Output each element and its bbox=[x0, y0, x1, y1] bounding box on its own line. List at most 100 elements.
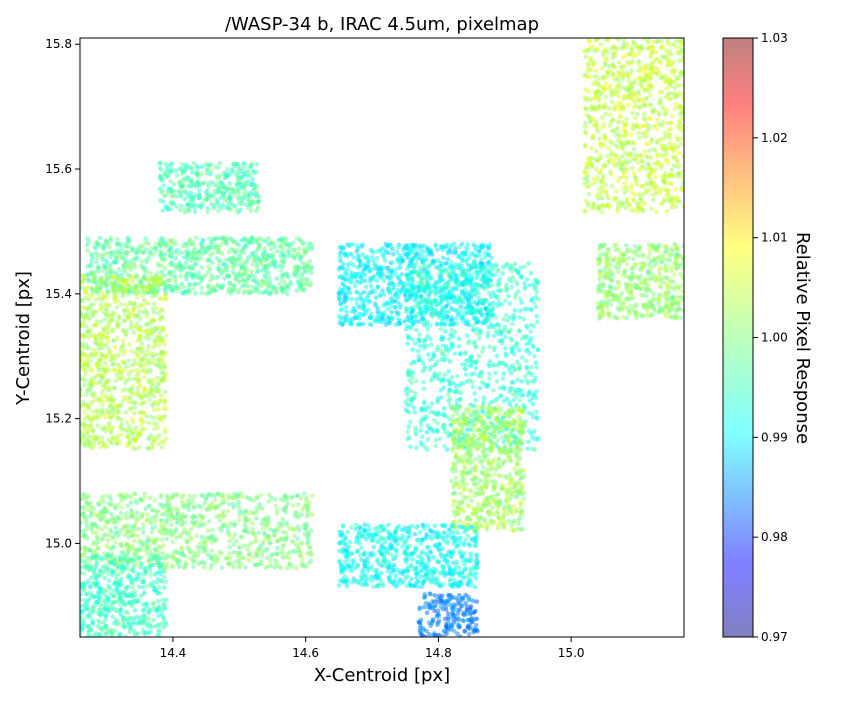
data-point bbox=[460, 316, 465, 321]
data-point bbox=[246, 543, 251, 549]
data-point bbox=[221, 235, 226, 241]
data-point bbox=[533, 304, 539, 310]
data-point bbox=[137, 382, 143, 388]
data-point bbox=[295, 274, 301, 279]
data-point bbox=[132, 361, 138, 367]
data-point bbox=[137, 547, 143, 553]
data-point bbox=[309, 528, 314, 533]
data-point bbox=[173, 168, 179, 173]
data-point bbox=[118, 510, 124, 516]
data-point bbox=[90, 272, 96, 277]
data-point bbox=[119, 432, 124, 438]
data-point bbox=[119, 417, 124, 423]
data-point bbox=[131, 376, 137, 382]
data-point bbox=[145, 300, 151, 306]
data-point bbox=[82, 409, 87, 415]
data-point bbox=[190, 286, 195, 292]
data-point bbox=[229, 495, 235, 500]
data-point bbox=[341, 246, 346, 251]
data-point bbox=[415, 348, 421, 354]
data-point bbox=[156, 343, 162, 348]
data-point bbox=[250, 177, 255, 182]
data-point bbox=[121, 308, 127, 313]
data-point bbox=[159, 338, 165, 343]
data-point bbox=[294, 236, 300, 241]
data-point bbox=[419, 293, 424, 299]
data-point bbox=[80, 388, 83, 393]
data-point bbox=[224, 236, 230, 242]
data-point bbox=[407, 296, 413, 301]
data-point bbox=[391, 251, 396, 257]
data-point bbox=[159, 393, 164, 398]
data-point bbox=[290, 247, 296, 253]
data-point bbox=[97, 379, 103, 384]
data-point bbox=[284, 291, 290, 297]
data-point bbox=[227, 538, 232, 544]
data-point bbox=[485, 382, 491, 387]
data-point bbox=[204, 246, 210, 251]
data-point bbox=[298, 238, 304, 244]
data-point bbox=[148, 369, 153, 375]
data-point bbox=[148, 277, 154, 283]
data-point bbox=[162, 364, 168, 370]
data-point bbox=[203, 291, 208, 297]
data-point bbox=[508, 336, 514, 341]
data-point bbox=[114, 248, 120, 254]
data-point bbox=[121, 351, 126, 357]
data-point bbox=[146, 379, 151, 385]
data-point bbox=[133, 287, 138, 292]
data-point bbox=[88, 418, 94, 423]
data-point bbox=[93, 512, 99, 518]
data-point bbox=[217, 549, 222, 555]
data-point bbox=[150, 440, 155, 446]
data-point bbox=[446, 368, 452, 374]
data-point bbox=[228, 291, 234, 296]
data-point bbox=[126, 372, 132, 378]
data-point bbox=[116, 581, 122, 587]
data-point bbox=[140, 400, 146, 406]
data-point bbox=[124, 302, 129, 308]
data-point bbox=[478, 260, 483, 266]
data-point bbox=[237, 269, 243, 275]
data-point bbox=[356, 253, 361, 258]
data-point bbox=[194, 163, 199, 169]
data-point bbox=[464, 245, 469, 250]
data-point bbox=[416, 337, 421, 342]
data-point bbox=[107, 427, 112, 433]
data-point bbox=[158, 175, 163, 181]
data-point bbox=[196, 175, 201, 180]
data-point bbox=[119, 498, 124, 503]
data-point bbox=[239, 535, 244, 540]
data-point bbox=[301, 491, 307, 496]
data-point bbox=[145, 445, 151, 451]
data-point bbox=[339, 322, 345, 327]
data-point bbox=[93, 409, 98, 414]
data-point bbox=[153, 290, 158, 296]
data-point bbox=[255, 237, 261, 243]
data-point bbox=[203, 190, 209, 195]
data-point bbox=[396, 282, 401, 287]
data-point bbox=[272, 564, 277, 570]
data-point bbox=[233, 277, 239, 283]
data-point bbox=[119, 348, 124, 353]
data-point bbox=[136, 245, 142, 251]
data-point bbox=[273, 288, 279, 294]
data-point bbox=[113, 505, 118, 511]
data-point bbox=[100, 410, 105, 416]
data-point bbox=[104, 335, 110, 341]
data-point bbox=[122, 615, 128, 620]
data-point bbox=[476, 290, 481, 296]
data-point bbox=[225, 529, 231, 534]
data-point bbox=[410, 305, 416, 311]
data-point bbox=[84, 402, 89, 408]
data-point bbox=[162, 170, 168, 176]
data-point bbox=[422, 243, 427, 248]
data-point bbox=[144, 602, 149, 607]
data-point bbox=[98, 590, 104, 596]
data-point bbox=[106, 314, 112, 319]
data-point bbox=[202, 500, 207, 506]
data-point bbox=[409, 277, 415, 283]
data-point bbox=[86, 387, 92, 393]
data-point bbox=[111, 361, 116, 366]
data-point bbox=[282, 494, 288, 500]
